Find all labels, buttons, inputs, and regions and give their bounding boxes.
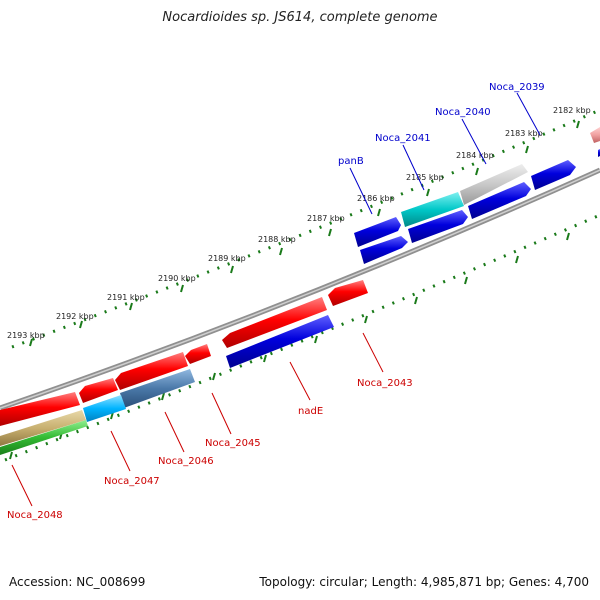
reverse-label-leaders (11, 332, 384, 507)
gene-label-noca-2041[interactable]: Noca_2041 (375, 133, 431, 144)
gene-arrow[interactable] (590, 127, 600, 143)
kbp-label: 2186 kbp (357, 194, 395, 203)
kbp-tick (279, 247, 283, 256)
kbp-tick (576, 120, 580, 129)
kbp-label: 2190 kbp (158, 274, 196, 283)
kbp-tick (475, 167, 479, 176)
reverse-strand-genes (0, 280, 368, 455)
kbp-tick (230, 265, 234, 274)
gene-label-noca-2046[interactable]: Noca_2046 (158, 456, 214, 467)
gene-arrow[interactable] (0, 392, 80, 426)
gene-arrow[interactable] (360, 236, 408, 264)
gene-label-noca-2048[interactable]: Noca_2048 (7, 510, 63, 521)
gene-label-noca-2040[interactable]: Noca_2040 (435, 107, 491, 118)
gene-arrow[interactable] (0, 420, 88, 455)
kbp-label: 2183 kbp (505, 129, 543, 138)
gene-arrow[interactable] (115, 352, 188, 390)
kbp-tick (129, 302, 133, 311)
gene-label-noca-2047[interactable]: Noca_2047 (104, 476, 160, 487)
gene-label-noca-2045[interactable]: Noca_2045 (205, 438, 261, 449)
gene-arrow[interactable] (222, 297, 327, 348)
gene-noca-2046[interactable] (120, 369, 195, 408)
inner-ring-ticks (9, 232, 570, 460)
kbp-label: 2184 kbp (456, 151, 494, 160)
kbp-tick (525, 145, 529, 154)
gene-noca-2043[interactable] (328, 280, 368, 306)
kbp-label: 2187 kbp (307, 214, 345, 223)
kbp-tick (426, 188, 430, 197)
gene-nade[interactable] (226, 315, 334, 368)
genome-backbone (0, 167, 600, 411)
gene-noca-2048[interactable] (0, 410, 86, 446)
inner-tick-ring (4, 213, 600, 462)
gene-label-noca-2043[interactable]: Noca_2043 (357, 378, 413, 389)
kbp-label: 2188 kbp (258, 235, 296, 244)
kbp-tick (79, 320, 83, 329)
topology-text: Topology: circular; Length: 4,985,871 bp… (259, 575, 589, 589)
gene-noca-2045[interactable] (185, 344, 211, 364)
kbp-tick (377, 208, 381, 217)
forward-label-leaders (349, 92, 541, 215)
map-title: Nocardioides sp. JS614, complete genome (162, 10, 438, 25)
kbp-label: 2185 kbp (406, 173, 444, 182)
kbp-scale: 2182 kbp 2183 kbp 2184 kbp 2185 kbp 2186… (7, 106, 591, 347)
kbp-label: 2193 kbp (7, 331, 45, 340)
kbp-tick (328, 228, 332, 237)
gene-arrow[interactable] (468, 182, 531, 219)
gene-noca-2047[interactable] (83, 395, 126, 422)
gene-noca-2041[interactable] (401, 192, 464, 227)
kbp-label: 2191 kbp (107, 293, 145, 302)
gene-label-noca-2039[interactable]: Noca_2039 (489, 82, 545, 93)
gene-label-nade[interactable]: nadE (298, 406, 323, 417)
kbp-label: 2189 kbp (208, 254, 246, 263)
gene-noca-2040[interactable] (460, 164, 528, 205)
gene-label-panb[interactable]: panB (338, 156, 364, 167)
kbp-label: 2192 kbp (56, 312, 94, 321)
kbp-tick (29, 338, 33, 347)
gene-arrow[interactable] (408, 210, 468, 243)
kbp-tick (180, 284, 184, 293)
gene-noca-2039[interactable] (531, 160, 576, 190)
gene-arrow[interactable] (79, 378, 118, 403)
gene-panb[interactable] (354, 217, 401, 247)
kbp-label: 2182 kbp (553, 106, 591, 115)
accession-text: Accession: NC_008699 (9, 575, 146, 589)
